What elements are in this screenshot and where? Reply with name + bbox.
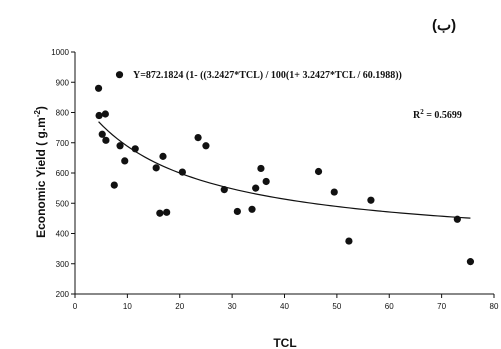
r-squared-label: R2 = 0.5699 bbox=[413, 108, 462, 121]
x-tick-label: 50 bbox=[332, 302, 341, 311]
data-point bbox=[121, 157, 129, 165]
y-axis-title: Economic Yield ( g.m-2) bbox=[33, 106, 48, 238]
y-tick-label: 500 bbox=[56, 199, 70, 208]
y-tick-label: 900 bbox=[56, 78, 70, 87]
regression-equation: Y=872.1824 (1- ((3.2427*TCL) / 100(1+ 3.… bbox=[133, 70, 402, 81]
y-axis-ticks: 200 300 400 500 600 700 800 900 1000 bbox=[51, 48, 75, 299]
r-squared-value: = 0.5699 bbox=[424, 110, 462, 121]
y-tick-label: 600 bbox=[56, 169, 70, 178]
data-point bbox=[131, 145, 139, 153]
data-point bbox=[178, 168, 186, 176]
data-point bbox=[220, 186, 228, 194]
y-axis-title-superscript: -2 bbox=[33, 110, 42, 118]
y-tick-label: 200 bbox=[56, 290, 70, 299]
data-point bbox=[94, 84, 103, 92]
data-point bbox=[466, 258, 475, 266]
y-tick-label: 700 bbox=[56, 139, 70, 148]
data-point bbox=[194, 134, 202, 142]
x-tick-label: 30 bbox=[228, 302, 237, 311]
data-point bbox=[262, 177, 270, 186]
data-point bbox=[159, 152, 167, 160]
axes bbox=[74, 52, 494, 295]
x-tick-label: 60 bbox=[385, 302, 394, 311]
x-tick-label: 80 bbox=[490, 302, 499, 311]
x-tick-label: 10 bbox=[123, 302, 132, 311]
y-axis-title-main: Economic Yield ( g.m bbox=[34, 117, 48, 238]
data-point bbox=[314, 167, 323, 176]
data-point bbox=[345, 237, 353, 245]
data-point bbox=[152, 164, 160, 172]
data-point bbox=[115, 71, 124, 79]
data-point bbox=[257, 164, 265, 173]
y-tick-label: 800 bbox=[56, 109, 70, 118]
x-tick-label: 40 bbox=[280, 302, 289, 311]
data-point bbox=[453, 215, 461, 223]
data-point bbox=[98, 130, 106, 138]
data-points bbox=[94, 71, 475, 266]
data-point bbox=[102, 136, 110, 144]
y-axis-title-end: ) bbox=[34, 106, 48, 110]
fit-curve-line bbox=[98, 121, 471, 219]
data-point bbox=[101, 110, 109, 118]
data-point bbox=[95, 111, 103, 120]
r-squared-superscript: 2 bbox=[420, 108, 424, 116]
data-point bbox=[156, 209, 164, 217]
data-point bbox=[163, 208, 171, 216]
panel-label: (ب) bbox=[432, 17, 456, 34]
x-axis-ticks: 0 10 20 30 40 50 60 70 80 bbox=[73, 294, 499, 311]
y-tick-label: 1000 bbox=[51, 48, 69, 57]
x-axis-title: TCL bbox=[273, 336, 296, 349]
panel-label-group: (ب) bbox=[432, 17, 456, 34]
y-tick-label: 400 bbox=[56, 230, 70, 239]
data-point bbox=[252, 184, 260, 192]
data-point bbox=[248, 205, 256, 213]
data-point bbox=[233, 207, 241, 216]
x-tick-label: 0 bbox=[73, 302, 78, 311]
data-point bbox=[116, 142, 124, 150]
x-tick-label: 20 bbox=[175, 302, 184, 311]
data-point bbox=[110, 181, 118, 189]
data-point bbox=[330, 188, 338, 196]
x-tick-label: 70 bbox=[437, 302, 446, 311]
y-tick-label: 300 bbox=[56, 260, 70, 269]
data-point bbox=[202, 142, 210, 150]
data-point bbox=[367, 196, 375, 204]
r-squared-r: R bbox=[413, 110, 421, 121]
